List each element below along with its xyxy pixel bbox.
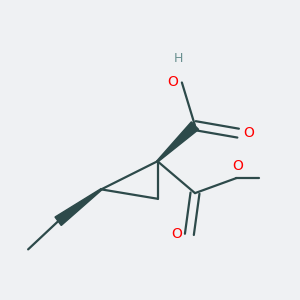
- Text: O: O: [233, 158, 244, 172]
- Polygon shape: [157, 122, 199, 162]
- Polygon shape: [55, 189, 102, 226]
- Text: O: O: [167, 76, 178, 89]
- Text: O: O: [172, 227, 183, 242]
- Text: H: H: [173, 52, 183, 64]
- Text: O: O: [244, 126, 255, 140]
